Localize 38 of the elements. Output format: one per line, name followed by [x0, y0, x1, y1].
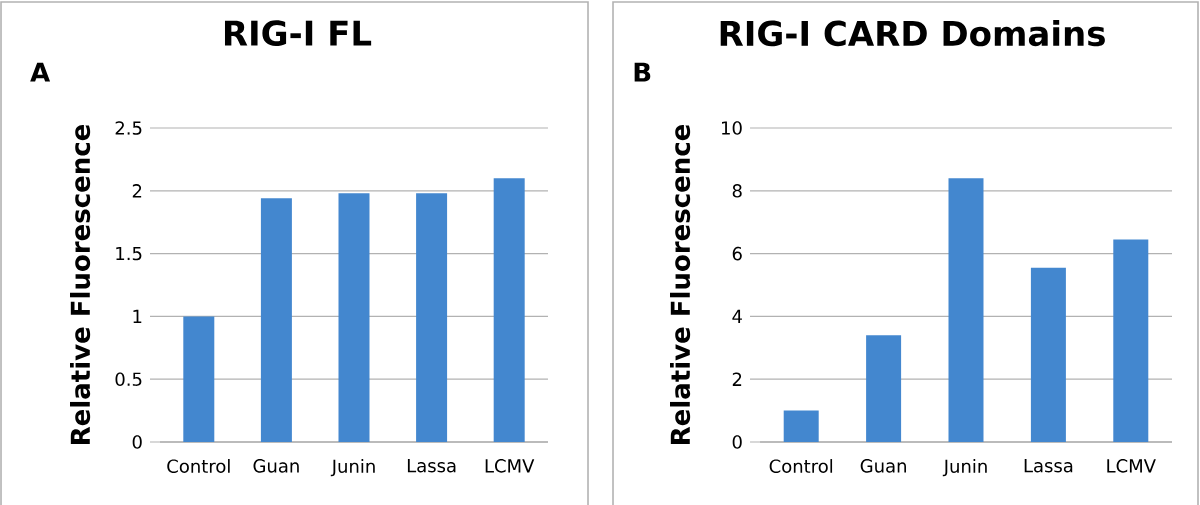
y-tick-label: 2.5 — [115, 121, 142, 135]
y-tick-label: 8 — [732, 183, 742, 198]
bar — [948, 178, 984, 442]
x-tick-label: LCMV — [485, 459, 535, 473]
y-axis-title: Relative Fluorescence — [670, 124, 691, 444]
y-tick-label: 2 — [132, 184, 142, 198]
text: A — [30, 62, 51, 82]
bar — [260, 198, 292, 442]
y-tick-label: 0.5 — [115, 372, 142, 387]
y-axis-title: Relative Fluorescence — [70, 124, 91, 444]
x-tick-label: Junin — [330, 459, 375, 477]
x-tick-label: Guan — [253, 459, 299, 473]
text: B — [634, 62, 651, 82]
bar — [1113, 239, 1149, 442]
bar — [783, 410, 819, 442]
y-tick-label: 0 — [732, 435, 742, 449]
x-tick-label: Junin — [942, 459, 987, 477]
y-tick-label: 10 — [722, 121, 742, 135]
y-tick-label: 0 — [132, 435, 142, 449]
x-tick-label: LCMV — [1107, 459, 1156, 473]
bar — [338, 193, 370, 442]
y-tick-label: 2 — [732, 372, 742, 386]
y-tick-label: 1.5 — [116, 246, 142, 261]
x-tick-label: Control — [167, 459, 230, 473]
y-tick-label: 6 — [732, 246, 742, 261]
x-tick-label: Lassa — [1024, 459, 1073, 473]
bar — [866, 335, 902, 442]
chart-title: RIG-I CARD Domains — [720, 19, 1105, 47]
x-tick-label: Control — [769, 459, 833, 473]
bar — [1030, 267, 1066, 442]
chart-title: RIG-I FL — [224, 20, 372, 46]
x-tick-label: Guan — [860, 459, 906, 473]
y-tick-label: 4 — [732, 309, 742, 323]
y-tick-label: 1 — [133, 309, 142, 323]
bar — [493, 178, 525, 442]
x-tick-label: Lassa — [407, 459, 456, 473]
bar — [183, 316, 215, 442]
bar — [416, 193, 448, 442]
